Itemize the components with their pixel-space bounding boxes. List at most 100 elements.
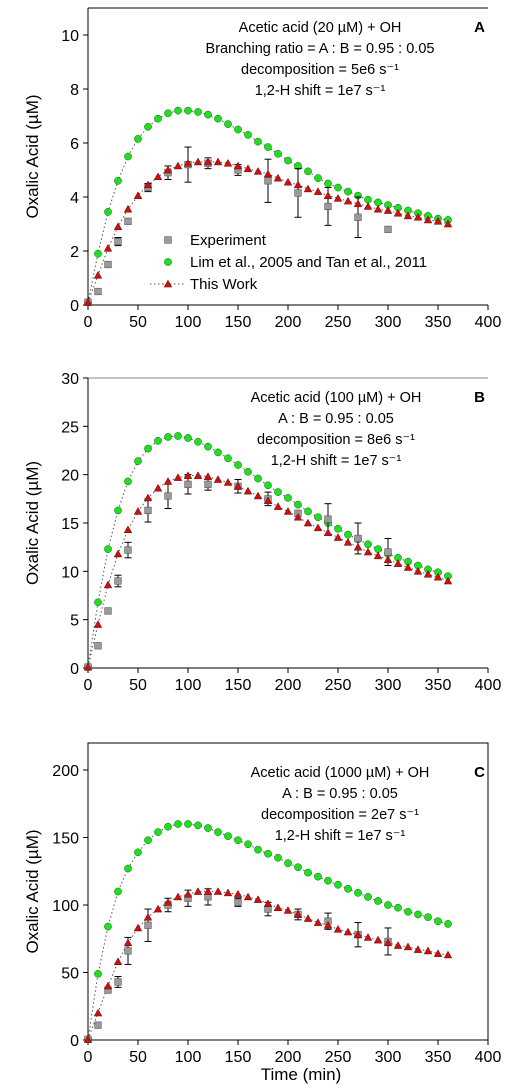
legend: ExperimentLim et al., 2005 and Tan et al… bbox=[150, 232, 427, 293]
this-work-point bbox=[404, 943, 412, 950]
lim-tan-point bbox=[194, 822, 201, 829]
annotation-line: decomposition = 2e7 s⁻¹ bbox=[261, 807, 419, 823]
this-work-point bbox=[104, 581, 112, 588]
series-lim-tan bbox=[84, 820, 451, 1043]
lim-tan-point bbox=[364, 541, 371, 548]
lim-tan-point bbox=[354, 889, 361, 896]
annotation-line: decomposition = 8e6 s⁻¹ bbox=[257, 432, 415, 448]
lim-tan-point bbox=[344, 531, 351, 538]
panel-b: 0 50 100 150 200 250 300 350 400051015202530Oxal… bbox=[23, 371, 501, 694]
lim-tan-point bbox=[394, 904, 401, 911]
lim-tan-point bbox=[214, 449, 221, 456]
experiment-point bbox=[235, 899, 242, 906]
legend-this-work-label: This Work bbox=[190, 276, 258, 293]
lim-tan-point bbox=[134, 458, 141, 465]
x-tick-label: 400 bbox=[475, 314, 502, 331]
lim-tan-point bbox=[174, 432, 181, 439]
y-tick-label: 20 bbox=[61, 468, 79, 485]
experiment-point bbox=[95, 1022, 102, 1029]
y-tick-label: 30 bbox=[61, 371, 79, 388]
lim-tan-point bbox=[164, 823, 171, 830]
lim-tan-point bbox=[254, 475, 261, 482]
panel-letter: A bbox=[474, 19, 485, 36]
lim-tan-point bbox=[304, 869, 311, 876]
y-axis-title: Oxalic Acid (µM) bbox=[23, 829, 42, 953]
series-lim-tan bbox=[84, 107, 451, 306]
lim-tan-point bbox=[144, 445, 151, 452]
lim-tan-point bbox=[334, 881, 341, 888]
this-work-point bbox=[284, 178, 292, 185]
lim-tan-point bbox=[334, 525, 341, 532]
this-work-point bbox=[374, 936, 382, 943]
x-tick-label: 300 bbox=[375, 314, 402, 331]
this-work-point bbox=[104, 982, 112, 989]
lim-tan-point bbox=[184, 820, 191, 827]
lim-tan-point bbox=[234, 837, 241, 844]
lim-tan-point bbox=[234, 461, 241, 468]
this-work-point bbox=[94, 621, 102, 628]
panel-c: 0 50 100 150 200 250 300 350 400050100150200Oxal… bbox=[23, 743, 501, 1066]
this-work-point bbox=[254, 492, 262, 499]
lim-tan-point bbox=[364, 893, 371, 900]
this-work-point bbox=[254, 168, 262, 175]
experiment-point bbox=[385, 226, 392, 233]
this-work-point bbox=[324, 192, 332, 199]
this-work-point bbox=[394, 560, 402, 567]
lim-tan-point bbox=[224, 455, 231, 462]
this-work-point bbox=[124, 526, 132, 533]
this-work-point bbox=[284, 508, 292, 515]
y-tick-label: 0 bbox=[70, 298, 79, 315]
x-tick-label: 400 bbox=[475, 1049, 502, 1066]
lim-tan-point bbox=[344, 885, 351, 892]
x-tick-label: 250 bbox=[325, 314, 352, 331]
lim-tan-point bbox=[314, 514, 321, 521]
this-work-point bbox=[214, 158, 222, 165]
lim-tan-point bbox=[264, 850, 271, 857]
this-work-point bbox=[304, 915, 312, 922]
x-tick-label: 150 bbox=[225, 677, 252, 694]
x-tick-label: 100 bbox=[175, 314, 202, 331]
x-tick-label: 100 bbox=[175, 1049, 202, 1066]
y-tick-label: 4 bbox=[70, 190, 79, 207]
lim-tan-point bbox=[214, 829, 221, 836]
experiment-point bbox=[295, 190, 302, 197]
this-work-point bbox=[224, 479, 232, 486]
lim-tan-point bbox=[264, 482, 271, 489]
experiment-point bbox=[115, 238, 122, 245]
model-curves bbox=[88, 111, 448, 303]
lim-tan-point bbox=[384, 901, 391, 908]
this-work-point bbox=[194, 472, 202, 479]
this-work-point bbox=[124, 939, 132, 946]
this-work-point bbox=[344, 539, 352, 546]
lim-tan-point bbox=[94, 250, 101, 257]
experiment-point bbox=[125, 948, 132, 955]
panel-a: 0 50 100 150 200 250 300 350 4000246810Oxalic Ac… bbox=[23, 8, 501, 331]
lim-tan-point bbox=[134, 849, 141, 856]
this-work-point bbox=[194, 158, 202, 165]
lim-tan-point bbox=[324, 180, 331, 187]
this-work-point bbox=[444, 951, 452, 958]
this-work-point bbox=[374, 552, 382, 559]
experiment-point bbox=[95, 288, 102, 295]
lim-tan-point bbox=[154, 115, 161, 122]
x-tick-label: 350 bbox=[425, 314, 452, 331]
annotation-line: 1,2-H shift = 1e7 s⁻¹ bbox=[271, 453, 402, 469]
this-work-point bbox=[354, 543, 362, 550]
annotation-line: Acetic acid (100 µM) + OH bbox=[251, 390, 422, 406]
lim-tan-point bbox=[134, 135, 141, 142]
lim-tan-point bbox=[294, 501, 301, 508]
legend-lim-tan-marker bbox=[164, 258, 171, 265]
lim-tan-point bbox=[114, 177, 121, 184]
lim-tan-point bbox=[164, 110, 171, 117]
lim-tan-point bbox=[414, 911, 421, 918]
y-tick-label: 0 bbox=[70, 1033, 79, 1050]
this-work-point bbox=[414, 568, 422, 575]
this-work-point bbox=[424, 947, 432, 954]
lim-tan-point bbox=[324, 877, 331, 884]
lim-tan-point bbox=[104, 208, 111, 215]
x-tick-label: 150 bbox=[225, 1049, 252, 1066]
x-tick-label: 250 bbox=[325, 1049, 352, 1066]
experiment-point bbox=[115, 979, 122, 986]
lim-tan-point bbox=[284, 494, 291, 501]
experiment-point bbox=[115, 578, 122, 585]
